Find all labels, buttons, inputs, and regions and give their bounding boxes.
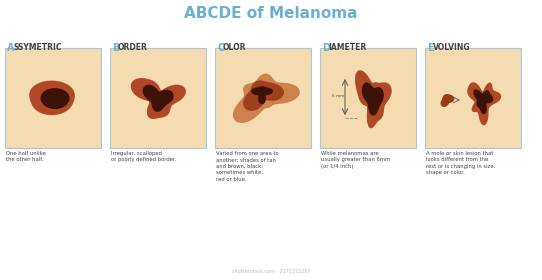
Polygon shape [355,70,392,128]
Bar [5,48,101,148]
Text: B: B [112,43,119,53]
Bar [110,48,206,148]
Text: ORDER: ORDER [118,43,148,52]
Bar [215,48,311,148]
Polygon shape [362,83,384,116]
Text: OLOR: OLOR [223,43,247,52]
Polygon shape [233,74,300,123]
Text: 6 mm: 6 mm [332,94,344,98]
Polygon shape [467,82,501,125]
Bar [320,48,416,148]
Polygon shape [143,85,173,112]
Polygon shape [473,89,493,114]
Polygon shape [243,80,284,111]
Text: SSYMETRIC: SSYMETRIC [13,43,61,52]
Text: A: A [7,43,15,53]
Text: shutterstock.com · 2172315257: shutterstock.com · 2172315257 [231,269,311,274]
Text: Irregular, scalloped
or poorly defined border.: Irregular, scalloped or poorly defined b… [111,151,176,162]
Polygon shape [29,81,75,115]
Polygon shape [251,86,273,104]
Polygon shape [131,78,186,119]
Text: A mole or skin lesion that
looks different from the
rest or is changing in size,: A mole or skin lesion that looks differe… [426,151,495,175]
Text: ABCDE of Melanoma: ABCDE of Melanoma [184,6,358,21]
Text: One half unlike
the other half.: One half unlike the other half. [6,151,46,162]
Text: E: E [427,43,434,53]
Bar [425,48,521,148]
Text: IAMETER: IAMETER [328,43,366,52]
Text: C: C [217,43,224,53]
Text: Varied from one area to
another; shades of tan
and brown, black;
sometimes white: Varied from one area to another; shades … [216,151,279,182]
Text: While melanomas are
usually greater than 6mm
(or 1/4 inch): While melanomas are usually greater than… [321,151,390,169]
Polygon shape [441,94,454,107]
Text: VOLVING: VOLVING [433,43,470,52]
Polygon shape [41,88,69,109]
Text: D: D [322,43,330,53]
